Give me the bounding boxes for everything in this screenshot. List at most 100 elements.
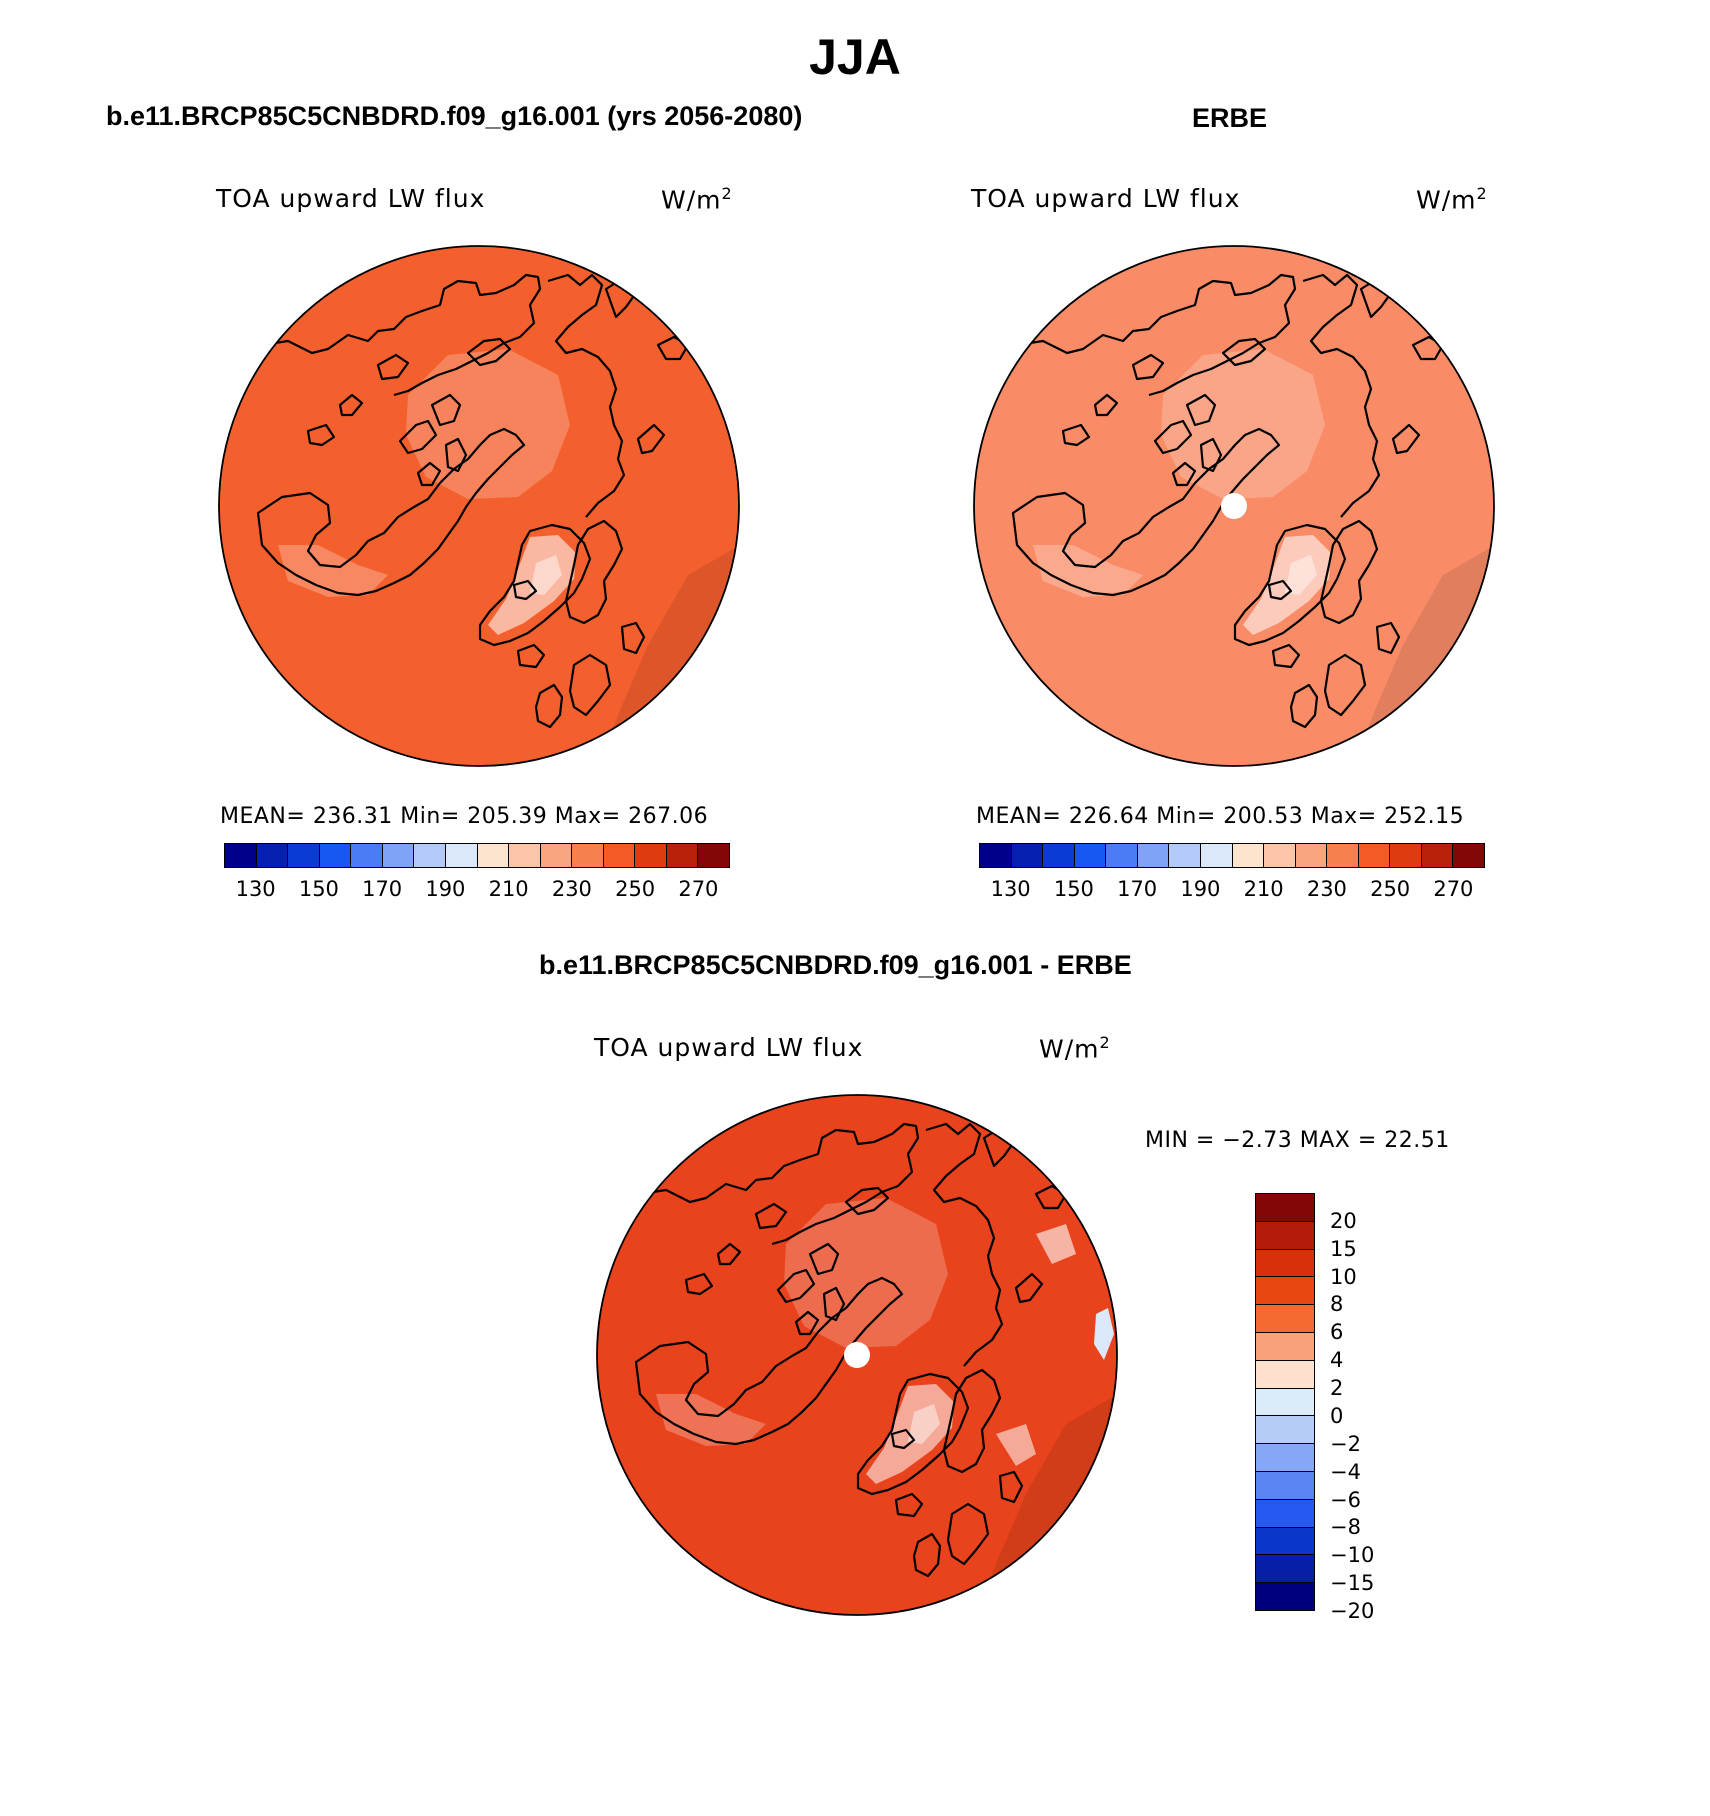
obs-colorbar-tick-label: 270 — [1433, 877, 1474, 901]
obs-coastline — [1375, 621, 1401, 655]
diff-colorbar-swatch — [1256, 1332, 1314, 1361]
obs-coastline — [1199, 437, 1223, 473]
model-coastline — [416, 461, 442, 487]
model-colorbar-swatch — [319, 844, 352, 867]
diff-coastline — [942, 1368, 1002, 1474]
diff-coastline — [808, 1242, 840, 1276]
diff-coastline — [844, 1186, 890, 1216]
obs-colorbar-swatch — [1232, 844, 1265, 867]
model-colorbar-swatch — [414, 844, 446, 867]
model-coastline — [466, 337, 512, 367]
diff-colorbar-tick-label: 4 — [1330, 1348, 1344, 1373]
diff-colorbar — [1255, 1193, 1315, 1611]
model-colorbar-swatch — [351, 844, 383, 867]
model-colorbar-swatch — [288, 844, 320, 867]
diff-coastline — [716, 1242, 742, 1266]
model-colorbar-tick-label: 210 — [488, 877, 529, 901]
obs-coastline — [1302, 273, 1381, 518]
diff-coastline — [754, 1202, 788, 1230]
obs-colorbar-swatch — [1295, 844, 1328, 867]
obs-colorbar-tick-label: 230 — [1306, 877, 1347, 901]
model-variable-label: TOA upward LW flux — [216, 184, 486, 213]
obs-colorbar-swatch — [980, 844, 1012, 867]
model-stats: MEAN= 236.31 Min= 205.39 Max= 267.06 — [220, 804, 709, 829]
obs-coastlines — [992, 265, 1445, 729]
diff-colorbar-tick-label: −2 — [1330, 1431, 1361, 1456]
diff-colorbar-swatch — [1256, 1527, 1314, 1556]
diff-colorbar-swatch — [1256, 1194, 1314, 1222]
diff-colorbar-swatch — [1256, 1471, 1314, 1500]
model-coastline — [568, 653, 612, 717]
diff-coastline — [794, 1310, 820, 1336]
obs-coastline — [1391, 423, 1421, 455]
model-coastline — [306, 423, 336, 447]
model-coastline — [444, 437, 468, 473]
model-field — [219, 246, 739, 766]
diff-colorbar-tick-label: 6 — [1330, 1320, 1344, 1345]
diff-pole-missing — [844, 1342, 870, 1368]
obs-coastline — [1131, 353, 1165, 381]
obs-colorbar-swatch — [1011, 844, 1044, 867]
diff-colorbar-swatch — [1256, 1555, 1314, 1584]
diff-small-diff-region — [996, 1424, 1036, 1466]
diff-colorbar-tick-label: −15 — [1330, 1571, 1375, 1596]
model-polar-map — [218, 245, 740, 767]
obs-coastline — [1185, 393, 1217, 427]
model-coastline — [376, 353, 410, 381]
obs-colorbar-swatch — [1137, 844, 1170, 867]
obs-greenland-core — [1285, 555, 1317, 595]
model-colorbar-tick-label: 230 — [551, 877, 592, 901]
diff-colorbar-swatch — [1256, 1583, 1314, 1610]
diff-colorbar-tick-label: 0 — [1330, 1403, 1344, 1428]
diff-cool-region — [656, 1394, 766, 1446]
obs-colorbar-swatch — [1043, 844, 1075, 867]
diff-coastline — [856, 1372, 970, 1496]
model-colorbar-tick-label: 190 — [425, 877, 466, 901]
model-colorbar-tick-label: 250 — [615, 877, 656, 901]
model-colorbar-swatch — [445, 844, 478, 867]
diff-colorbar-swatch — [1256, 1444, 1314, 1472]
diff-coastline — [946, 1502, 990, 1566]
obs-units-label: W/m2 — [1416, 184, 1488, 215]
obs-coastline — [1289, 683, 1319, 729]
model-colorbar-swatch — [540, 844, 573, 867]
diff-coastline — [998, 1470, 1024, 1504]
obs-coastline — [1271, 643, 1301, 669]
model-colorbar-tick-label: 130 — [235, 877, 276, 901]
diff-coastline — [912, 1532, 942, 1578]
model-colorbar-swatch — [572, 844, 604, 867]
obs-colorbar-swatch — [1327, 844, 1359, 867]
diff-units-label: W/m2 — [1039, 1033, 1111, 1064]
model-colorbar-swatch — [666, 844, 699, 867]
obs-coastline — [1011, 427, 1281, 597]
model-coastline — [564, 519, 624, 625]
model-coastlines — [237, 265, 690, 729]
model-coastline — [398, 419, 438, 455]
obs-coastline — [1323, 653, 1367, 717]
diff-colorbar-tick-label: 2 — [1330, 1376, 1344, 1401]
obs-pole-missing — [1221, 493, 1247, 519]
model-coastline — [430, 393, 462, 427]
obs-variable-label: TOA upward LW flux — [971, 184, 1241, 213]
model-coastline — [516, 643, 546, 669]
obs-coastline — [1233, 523, 1347, 647]
model-cool-region — [278, 545, 388, 597]
diff-minmax: MIN = −2.73 MAX = 22.51 — [1145, 1128, 1450, 1153]
obs-coastline — [1319, 519, 1379, 625]
diff-colorbar-swatch — [1256, 1277, 1314, 1306]
model-coastline — [636, 423, 666, 455]
diff-greenland-core — [908, 1404, 940, 1444]
obs-colorbar-swatch — [1074, 844, 1107, 867]
model-colorbar-swatch — [256, 844, 289, 867]
diff-colorbar-tick-label: 10 — [1330, 1264, 1357, 1289]
diff-panel-heading: b.e11.BRCP85C5CNBDRD.f09_g16.001 - ERBE — [539, 950, 1132, 980]
model-coastline — [256, 427, 526, 597]
diff-coastline — [1034, 1184, 1068, 1210]
model-colorbar-tick-label: 150 — [298, 877, 339, 901]
diff-colorbar-swatch — [1256, 1360, 1314, 1389]
obs-coastline — [1221, 337, 1267, 367]
diff-negative-region — [1094, 1308, 1114, 1360]
model-colorbar-tick-label: 270 — [678, 877, 719, 901]
obs-colorbar-tick-label: 150 — [1053, 877, 1094, 901]
diff-colorbar-swatch — [1256, 1499, 1314, 1528]
